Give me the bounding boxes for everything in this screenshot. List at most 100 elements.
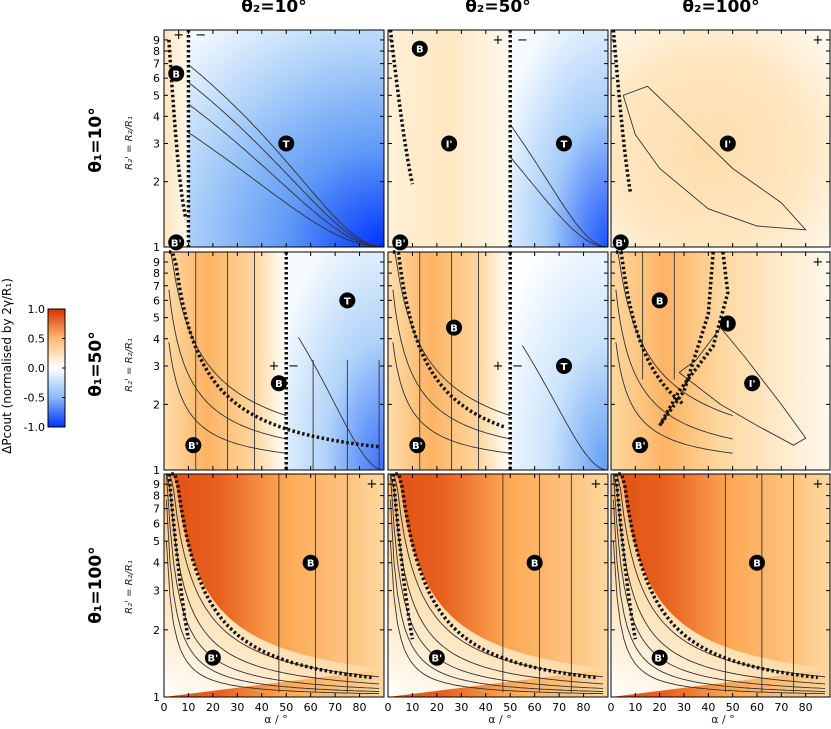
region-marker (526, 554, 543, 571)
region-marker-label: T (561, 139, 568, 150)
x-tick-label: 70 (328, 701, 342, 714)
heat-region-low (388, 474, 608, 697)
contour-line (165, 499, 380, 692)
region-marker-label: T (283, 139, 290, 150)
region-marker (556, 357, 572, 374)
heat-region (611, 252, 830, 470)
region-marker-label: B' (615, 238, 626, 249)
region-marker (749, 554, 765, 571)
contour-line (622, 85, 807, 231)
contour-line (615, 289, 733, 440)
region-marker-label: B' (208, 654, 219, 665)
y-tick-label: 1 (153, 691, 160, 704)
region-marker (719, 135, 736, 152)
region-marker-label: B (531, 559, 539, 570)
x-tick-label: 0 (385, 701, 392, 714)
boundary-dotted-line (171, 472, 373, 680)
region-marker-label: B' (188, 441, 199, 452)
y-tick-label: 9 (153, 34, 160, 47)
contour-line (615, 342, 733, 454)
contour-line (612, 499, 826, 692)
contour-line (165, 541, 380, 695)
heat-region (611, 30, 830, 247)
y-tick-label: 7 (153, 503, 160, 516)
y-tick-label: 5 (153, 535, 160, 548)
colorbar-tick-label: -1.0 (24, 421, 45, 434)
region-marker (651, 292, 668, 309)
y-tick-label: 4 (153, 110, 160, 123)
region-marker (744, 375, 761, 392)
heat-region (286, 252, 384, 470)
region-marker-label: B' (412, 441, 423, 452)
x-tick-label: 40 (479, 701, 493, 714)
sign-label: + (493, 33, 504, 48)
x-tick-label: 30 (230, 701, 244, 714)
y-tick-label: 9 (153, 256, 160, 269)
region-marker (441, 135, 458, 152)
contour-line (168, 342, 287, 454)
x-tick-label: 40 (701, 701, 715, 714)
contour-line (522, 345, 609, 471)
boundary-dotted-line (611, 29, 633, 194)
region-marker-label: B' (395, 238, 406, 249)
contour-line (188, 132, 385, 248)
boundary-dotted-line (391, 473, 415, 640)
y-tick-label: 2 (153, 176, 160, 189)
y-tick-label: 1 (153, 464, 160, 477)
y-tick-label: 6 (153, 72, 160, 85)
region-marker-label: I' (749, 379, 756, 390)
contour-line (298, 337, 385, 471)
x-tick-label: 60 (304, 701, 318, 714)
col-title-2: θ₂=50° (465, 0, 531, 17)
boundary-dotted-line (167, 473, 191, 640)
panel-frame (387, 473, 609, 698)
sign-label: − (195, 28, 206, 43)
region-marker-label: I (726, 319, 730, 330)
panel-frame (387, 29, 609, 248)
sign-label: + (812, 255, 823, 270)
contour-line (678, 326, 807, 446)
region-marker-label: B (450, 324, 458, 335)
region-marker (302, 554, 319, 571)
region-marker-label: B' (635, 441, 646, 452)
region-marker (411, 40, 428, 57)
xlabel-col-1: α / ° (264, 713, 288, 726)
contour-line (188, 81, 385, 248)
boundary-dotted-line (168, 250, 380, 449)
sign-label: + (590, 477, 601, 492)
contour-line (612, 473, 826, 689)
contour-line (509, 124, 609, 248)
x-tick-label: 50 (503, 701, 517, 714)
region-marker (556, 135, 572, 152)
region-marker (392, 234, 409, 251)
contour-line (188, 64, 385, 248)
region-marker (168, 234, 185, 251)
region-marker-label: I' (446, 139, 453, 150)
region-marker-label: B (172, 70, 180, 81)
sign-label: + (493, 359, 504, 374)
y-tick-label: 7 (153, 58, 160, 71)
y-tick-label: 3 (153, 360, 160, 373)
x-tick-label: 30 (677, 701, 691, 714)
sign-label: + (269, 359, 280, 374)
colorbar-tick-label: 0.0 (28, 362, 46, 375)
x-tick-label: 80 (577, 701, 591, 714)
contour-line (389, 541, 604, 695)
contour-line (612, 541, 826, 695)
panel-frame (610, 251, 831, 471)
x-tick-label: 30 (454, 701, 468, 714)
contour-line (165, 473, 380, 685)
x-tick-label: 10 (405, 701, 419, 714)
x-tick-label: 50 (279, 701, 293, 714)
region-marker-label: B (416, 45, 424, 56)
region-marker (428, 649, 445, 666)
y-tick-label: 6 (153, 517, 160, 530)
contour-line (392, 289, 511, 440)
sign-label: + (366, 477, 377, 492)
y-tick-label: 6 (153, 294, 160, 307)
contour-line (392, 342, 511, 454)
region-marker (612, 234, 629, 251)
contour-line (389, 499, 604, 692)
